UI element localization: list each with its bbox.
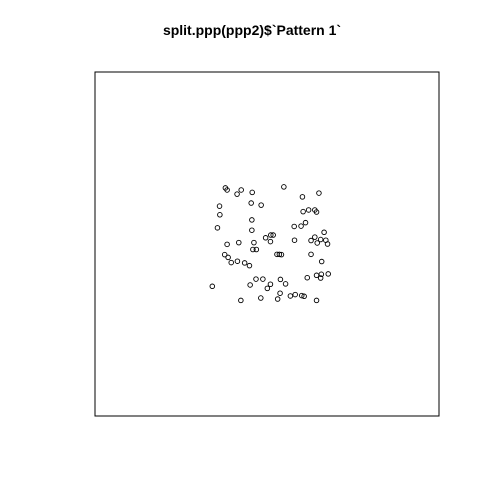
data-point-16 <box>249 217 255 223</box>
data-point-47 <box>241 260 248 266</box>
data-point-22 <box>270 232 276 238</box>
data-point-44 <box>308 251 314 258</box>
data-point-1 <box>224 187 230 193</box>
data-point-71 <box>298 292 305 299</box>
data-point-17 <box>298 223 304 229</box>
data-point-20 <box>249 227 255 233</box>
data-point-52 <box>304 274 311 281</box>
data-point-45 <box>228 259 234 266</box>
data-point-61 <box>209 283 216 290</box>
data-point-50 <box>313 272 320 279</box>
data-point-6 <box>234 191 240 197</box>
data-point-40 <box>225 254 231 261</box>
data-point-53 <box>325 271 331 277</box>
data-point-69 <box>313 297 320 304</box>
data-point-65 <box>258 295 264 301</box>
data-point-9 <box>248 200 254 206</box>
data-point-62 <box>264 285 271 292</box>
data-point-7 <box>299 194 306 200</box>
data-point-28 <box>262 235 269 241</box>
data-point-56 <box>260 276 266 282</box>
data-point-25 <box>312 234 318 240</box>
data-point-49 <box>318 258 325 265</box>
data-point-33 <box>323 237 329 243</box>
data-point-31 <box>317 236 324 243</box>
chart-title: split.ppp(ppp2)$`Pattern 1` <box>162 22 342 38</box>
data-point-36 <box>251 239 257 246</box>
data-point-5 <box>316 190 322 196</box>
data-point-12 <box>305 207 312 213</box>
data-point-48 <box>246 262 253 269</box>
data-point-23 <box>291 223 297 230</box>
data-point-18 <box>302 219 309 226</box>
data-point-29 <box>308 237 314 244</box>
data-point-21 <box>268 232 274 238</box>
data-point-37 <box>250 246 256 253</box>
data-point-60 <box>282 281 289 287</box>
data-point-35 <box>236 239 242 246</box>
data-point-51 <box>318 271 325 278</box>
data-point-27 <box>267 238 274 245</box>
data-point-11 <box>300 208 306 215</box>
points-layer <box>209 184 331 304</box>
data-point-57 <box>277 276 284 283</box>
data-point-42 <box>276 251 283 258</box>
data-point-46 <box>234 258 241 264</box>
data-point-19 <box>214 225 221 231</box>
data-point-3 <box>249 189 255 196</box>
data-point-63 <box>277 290 283 296</box>
data-point-59 <box>267 281 274 288</box>
observation-window <box>94 71 440 417</box>
data-point-64 <box>238 297 244 304</box>
data-point-14 <box>313 209 320 215</box>
data-point-34 <box>224 241 230 248</box>
data-point-15 <box>217 212 223 218</box>
data-point-8 <box>216 203 223 209</box>
data-point-43 <box>278 251 285 258</box>
data-point-38 <box>253 246 260 253</box>
data-point-2 <box>238 187 244 193</box>
data-point-55 <box>253 276 259 282</box>
data-point-4 <box>281 184 287 190</box>
data-point-54 <box>317 275 324 281</box>
data-point-10 <box>258 202 264 208</box>
data-point-30 <box>314 240 320 246</box>
data-point-70 <box>292 291 298 298</box>
data-point-66 <box>274 296 281 302</box>
data-point-58 <box>247 282 253 288</box>
data-point-67 <box>287 293 294 299</box>
data-point-39 <box>221 251 228 258</box>
data-point-68 <box>301 293 307 300</box>
data-point-24 <box>321 229 327 236</box>
data-point-26 <box>291 237 298 243</box>
